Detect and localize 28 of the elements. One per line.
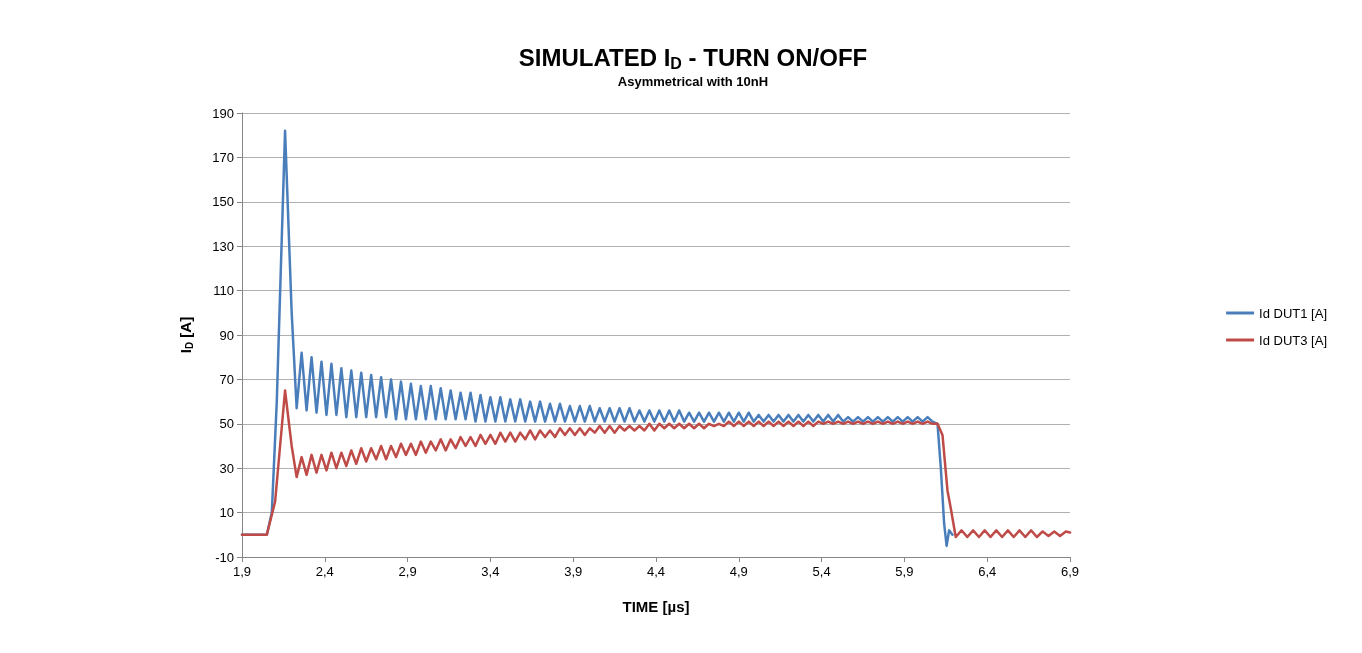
y-tick-label: 30 [219,460,234,476]
y-tick-label: 130 [212,238,234,254]
y-tick-label: 90 [219,327,234,343]
x-tick-label: 4,9 [729,564,748,579]
x-tick-label: 4,4 [646,564,666,579]
x-tick-label: 6,4 [978,564,997,579]
line-series [240,389,1072,539]
x-tick-label: 6,9 [1060,564,1080,579]
legend-label: Id DUT3 [A] [1259,332,1328,348]
chart-subtitle: Asymmetrical with 10nH [617,74,769,89]
y-tick-label: 150 [212,194,234,210]
y-tick-label: 110 [213,283,234,299]
y-tick-label: 170 [212,149,234,165]
x-tick-label: 1,9 [232,564,252,579]
y-tick-label: 70 [219,371,234,387]
x-tick-label: 3,9 [564,564,583,579]
legend-label: Id DUT1 [A] [1259,305,1328,321]
x-tick-label: 2,9 [398,564,417,579]
x-axis-title: TIME [µs] [622,598,690,615]
y-tick-label: -10 [215,549,234,565]
y-tick-label: 190 [212,105,234,121]
x-tick-label: 3,4 [481,564,500,579]
x-tick-label: 2,4 [315,564,334,579]
y-tick-label: 50 [219,416,234,432]
x-tick-label: 5,9 [895,564,914,579]
y-tick-label: 10 [219,505,234,521]
x-tick-label: 5,4 [812,564,831,579]
y-axis-title: ID [A] [176,316,195,354]
